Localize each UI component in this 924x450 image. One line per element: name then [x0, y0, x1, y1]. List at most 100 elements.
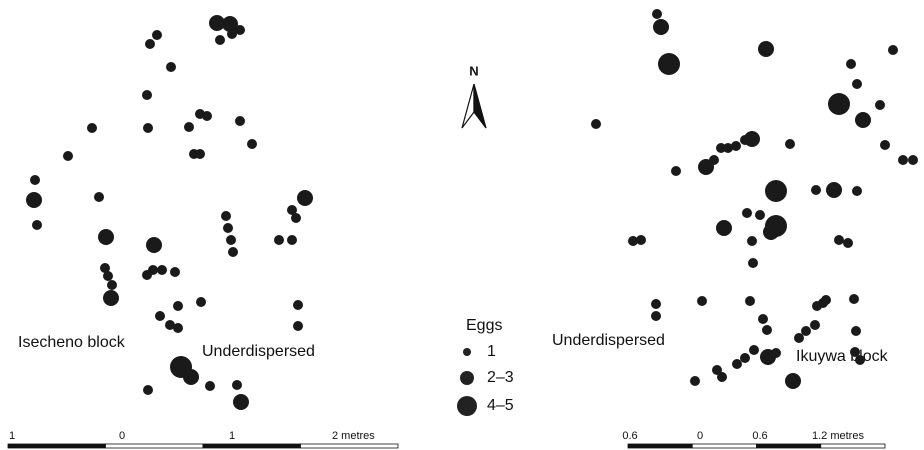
block-label: Isecheno block — [18, 334, 126, 351]
clutch-dot — [785, 373, 801, 389]
clutch-dot — [165, 320, 175, 330]
clutch-dot — [98, 229, 114, 245]
clutch-dot — [908, 155, 918, 165]
clutch-dot — [143, 385, 153, 395]
north-arrow: N — [461, 63, 487, 129]
clutch-dot — [758, 314, 768, 324]
clutch-dot — [196, 297, 206, 307]
scale-bar-segment — [627, 443, 693, 449]
legend-dot — [463, 348, 471, 356]
clutch-dot — [744, 131, 760, 147]
clutch-dot — [145, 39, 155, 49]
clutch-dot — [765, 215, 787, 237]
clutch-dot — [826, 182, 842, 198]
scale-label: 1 — [229, 430, 235, 442]
clutch-dot — [103, 290, 119, 306]
clutch-dot — [636, 235, 646, 245]
clutch-dot — [227, 29, 237, 39]
clutch-dot — [173, 301, 183, 311]
clutch-dot — [223, 223, 233, 233]
clutch-dot — [850, 347, 860, 357]
clutch-dot — [880, 140, 890, 150]
clutch-dot — [170, 356, 192, 378]
clutch-dot — [755, 210, 765, 220]
clutch-dot — [851, 326, 861, 336]
clutch-dot — [875, 100, 885, 110]
clutch-dot — [107, 280, 117, 290]
clutch-dot — [834, 235, 844, 245]
scale-bar-segment — [756, 443, 822, 449]
clutch-dot — [195, 149, 205, 159]
clutch-dot — [209, 15, 225, 31]
clutch-dot — [173, 323, 183, 333]
legend-label: 1 — [487, 343, 496, 360]
clutch-dot — [898, 155, 908, 165]
legend-label: 2–3 — [487, 369, 514, 386]
clutch-dot — [287, 235, 297, 245]
clutch-dot — [765, 180, 787, 202]
legend-dot — [460, 371, 474, 385]
clutch-dot — [671, 166, 681, 176]
block-label: Ikuywa block — [796, 348, 889, 365]
clutch-dot — [205, 381, 215, 391]
clutch-dot — [888, 45, 898, 55]
clutch-dot — [287, 205, 297, 215]
scale-label: 0 — [697, 430, 703, 442]
clutch-dot — [100, 263, 110, 273]
clutch-dot — [794, 333, 804, 343]
clutch-dot — [146, 237, 162, 253]
scale-bar-segment — [300, 443, 399, 449]
clutch-dot — [297, 190, 313, 206]
clutch-dot — [63, 151, 73, 161]
pattern-label: Underdispersed — [552, 332, 665, 349]
clutch-dot — [843, 238, 853, 248]
clutch-dot — [785, 139, 795, 149]
clutch-dot — [591, 119, 601, 129]
clutch-dot — [653, 19, 669, 35]
clutch-dot — [723, 143, 733, 153]
scale-bar-segment — [202, 443, 301, 449]
clutch-dot — [215, 35, 225, 45]
legend-label: 4–5 — [487, 397, 514, 414]
north-label: N — [469, 63, 478, 78]
clutch-dot — [166, 62, 176, 72]
clutch-dot — [658, 53, 680, 75]
clutch-dot — [184, 122, 194, 132]
clutch-dot — [740, 353, 750, 363]
clutch-dot — [235, 25, 245, 35]
scale-label: 0.6 — [622, 430, 637, 442]
clutch-dot — [760, 349, 776, 365]
clutch-dot — [698, 159, 714, 175]
clutch-dot — [651, 299, 661, 309]
arrow-right — [473, 83, 487, 129]
clutch-dot — [170, 267, 180, 277]
clutch-dot — [712, 365, 722, 375]
clutch-dot — [762, 325, 772, 335]
clutch-dot — [103, 271, 113, 281]
clutch-dot — [716, 143, 726, 153]
clutch-dot — [30, 175, 40, 185]
clutch-dot — [142, 90, 152, 100]
legend-dot — [457, 396, 477, 416]
clutch-dot — [628, 236, 638, 246]
clutch-dot — [148, 265, 158, 275]
clutch-dot — [291, 213, 301, 223]
scale-bar-segment — [105, 443, 204, 449]
clutch-dot — [811, 185, 821, 195]
clutch-dot — [697, 296, 707, 306]
clutch-dot — [732, 359, 742, 369]
clutch-dot — [810, 320, 820, 330]
clutch-dot — [855, 355, 865, 365]
clutch-dot — [852, 186, 862, 196]
clutch-dot — [87, 123, 97, 133]
clutch-dot — [221, 211, 231, 221]
clutch-dot — [293, 321, 303, 331]
scale-bar-segment — [691, 443, 757, 449]
clutch-dot — [855, 112, 871, 128]
arrow-left — [461, 83, 475, 129]
pattern-label: Underdispersed — [202, 343, 315, 360]
clutch-dot — [652, 9, 662, 19]
clutch-dot — [202, 111, 212, 121]
legend-title: Eggs — [466, 317, 502, 334]
clutch-dot — [849, 294, 859, 304]
